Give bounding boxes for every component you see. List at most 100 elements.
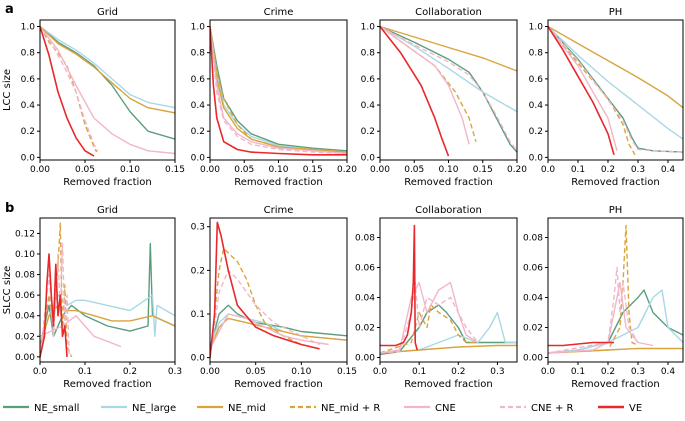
chart-a-grid-xtick-label: 0.00: [30, 165, 50, 175]
chart-b-crime: 0.00 0.05 0.10 0.15 0.0 0.1 0.2 0.3 Crime Removed…: [191, 205, 357, 390]
chart-b-crime-xtick-label: 0.00: [200, 367, 220, 377]
chart-b-collaboration: 0.0 0.1 0.2 0.3 0.00 0.02 0.04 0.06 0.08 Collabor…: [355, 205, 518, 390]
chart-a-grid-line-ve: [40, 26, 95, 157]
chart-b-crime-line-ve: [210, 221, 320, 358]
chart-a-crime-xtick-label: 0.00: [200, 165, 220, 175]
chart-a-crime-xtick-label: 0.20: [337, 165, 357, 175]
chart-b-ph-line-cne: [548, 281, 654, 354]
chart-a-ph-frame: [547, 19, 684, 161]
chart-a-crime-xtick-label: 0.05: [234, 165, 254, 175]
chart-a-crime-line-ne-large: [210, 26, 347, 153]
chart-a-collaboration-xlabel: Removed fraction: [404, 177, 493, 188]
chart-a-collaboration-ytick-label: 1.0: [361, 23, 376, 33]
chart-a-crime-frame: [209, 19, 348, 161]
chart-b-ph-ytick-label: 0.08: [523, 234, 543, 244]
chart-b-ph-ytick-label: 0.00: [523, 354, 543, 364]
chart-b-crime-series: [210, 221, 347, 358]
chart-b-crime-ytick-label: 0.0: [191, 354, 206, 364]
chart-a-crime-xlabel: Removed fraction: [234, 177, 323, 188]
chart-b-ph-title: PH: [609, 205, 623, 216]
chart-a-collaboration-line-ve: [380, 26, 450, 157]
chart-a-ph-line-ne-large: [548, 25, 683, 140]
chart-a-ph-ytick-label: 0.2: [529, 127, 543, 137]
chart-a-grid-xtick-label: 0.15: [165, 165, 185, 175]
chart-b-crime-frame: [209, 217, 348, 363]
chart-b-grid-xtick-label: 0.3: [168, 367, 182, 377]
chart-a-ph-line-ne-mid-r: [548, 26, 636, 156]
chart-a-ph-series: [548, 25, 683, 156]
chart-a-crime-ytick-label: 0.6: [191, 75, 206, 85]
chart-b-ph-series: [548, 224, 683, 354]
chart-a-ph-ytick-label: 0.0: [529, 153, 544, 163]
chart-b-collaboration-ytick-label: 0.02: [355, 324, 375, 334]
chart-a-grid-series: [40, 25, 175, 157]
chart-b-collaboration-xtick-label: 0.2: [451, 367, 465, 377]
chart-a-collaboration-xtick-label: 0.10: [438, 165, 458, 175]
chart-b-collaboration-frame: [379, 217, 518, 363]
chart-b-ph-line-ne-small: [548, 289, 683, 354]
chart-a-crime-ytick-label: 1.0: [191, 23, 206, 33]
chart-a-collaboration-title: Collaboration: [415, 7, 482, 18]
chart-a-collaboration-ytick-label: 0.4: [361, 101, 376, 111]
chart-b-grid: 0.0 0.1 0.2 0.3 0.00 0.02 0.04 0.06 0.08 0.10 0.12…: [2, 205, 182, 390]
chart-b-grid-frame: [39, 217, 176, 363]
chart-a-crime-line-ne-mid: [210, 26, 347, 153]
chart-a-grid-xtick-label: 0.05: [75, 165, 95, 175]
chart-b-collaboration-ytick-label: 0.04: [355, 294, 375, 304]
chart-a-grid-xlabel: Removed fraction: [63, 177, 152, 188]
chart-a-crime-series: [210, 26, 347, 156]
chart-b-grid-ytick-label: 0.08: [15, 271, 35, 281]
chart-a-crime-ytick-label: 0.4: [191, 101, 206, 111]
chart-a-grid: 0.00 0.05 0.10 0.15 0.0 0.2 0.4 0.6 0.8 1.0 Grid Re…: [2, 7, 185, 188]
chart-a-grid-ytick-label: 0.4: [21, 101, 36, 111]
chart-a-ph-xtick-label: 0.3: [631, 165, 645, 175]
chart-b-ph-ytick-label: 0.02: [523, 324, 543, 334]
legend-label-ne-mid: NE_mid: [228, 403, 266, 414]
chart-b-collaboration-line-cne-r: [380, 281, 479, 354]
chart-a-crime-ytick-label: 0.0: [191, 153, 206, 163]
chart-b-ph-xtick-label: 0.0: [541, 367, 556, 377]
chart-b-grid-ytick-label: 0.06: [15, 291, 35, 301]
chart-b-grid-title: Grid: [97, 205, 118, 216]
chart-a-grid-ytick-label: 0.8: [21, 49, 36, 59]
chart-a-collaboration-xtick-label: 0.05: [404, 165, 424, 175]
chart-b-collaboration-xtick-label: 0.1: [412, 367, 426, 377]
chart-a-grid-line-cne: [40, 26, 175, 155]
chart-a-ph-line-ve: [548, 26, 615, 156]
chart-a-collaboration-ytick-label: 0.0: [361, 153, 376, 163]
chart-b-ph-xtick-label: 0.2: [601, 367, 615, 377]
chart-a-crime-line-cne-r: [210, 26, 347, 155]
chart-b-ph-xtick-label: 0.3: [631, 367, 645, 377]
legend-label-cne-r: CNE + R: [531, 403, 574, 414]
chart-b-ph-line-ne-mid-r: [548, 224, 639, 354]
chart-b-crime-xtick-label: 0.05: [246, 367, 266, 377]
chart-b-ph-line-cne-r: [548, 266, 639, 354]
chart-a-grid-line-ne-large: [40, 25, 175, 109]
chart-b-crime-xtick-label: 0.10: [291, 367, 311, 377]
panel-label-a: a: [5, 2, 14, 17]
chart-a-grid-ytick-label: 0.2: [21, 127, 35, 137]
chart-b-grid-ytick-label: 0.04: [15, 312, 35, 322]
chart-a-crime: 0.00 0.05 0.10 0.15 0.20 0.0 0.2 0.4 0.6 0.8 1.0 Cr…: [191, 7, 358, 188]
chart-b-crime-line-ne-mid-r: [210, 247, 302, 358]
chart-b-collaboration-line-cne: [380, 281, 479, 354]
chart-a-ph-xtick-label: 0.1: [571, 165, 585, 175]
chart-b-grid-xlabel: Removed fraction: [63, 379, 152, 390]
chart-b-ph-line-ne-large: [548, 289, 683, 354]
chart-a-crime-title: Crime: [264, 7, 294, 18]
chart-b-collaboration-ytick-label: 0.08: [355, 234, 375, 244]
legend-label-ne-mid-r: NE_mid + R: [321, 403, 380, 414]
chart-a-ph: 0.0 0.1 0.2 0.3 0.4 0.0 0.2 0.4 0.6 0.8 1.0 PH Remov…: [529, 7, 684, 188]
chart-b-collaboration-ytick-label: 0.00: [355, 354, 375, 364]
chart-a-collaboration-line-ne-small: [380, 25, 517, 153]
chart-a-collaboration-line-ne-large: [380, 25, 517, 113]
chart-a-grid-frame: [39, 19, 176, 161]
chart-a-collaboration-line-cne-r: [380, 25, 517, 152]
chart-b-crime-line-cne-r: [210, 269, 320, 358]
chart-a-ph-ytick-label: 0.6: [529, 75, 544, 85]
chart-a-crime-line-ne-mid-r: [210, 26, 347, 155]
charts: 0.00 0.05 0.10 0.15 0.0 0.2 0.4 0.6 0.8 1.0 Grid Re…: [2, 7, 684, 390]
chart-b-ph-frame: [547, 217, 684, 363]
chart-a-grid-ytick-label: 0.0: [21, 153, 36, 163]
chart-a-ph-title: PH: [609, 7, 623, 18]
